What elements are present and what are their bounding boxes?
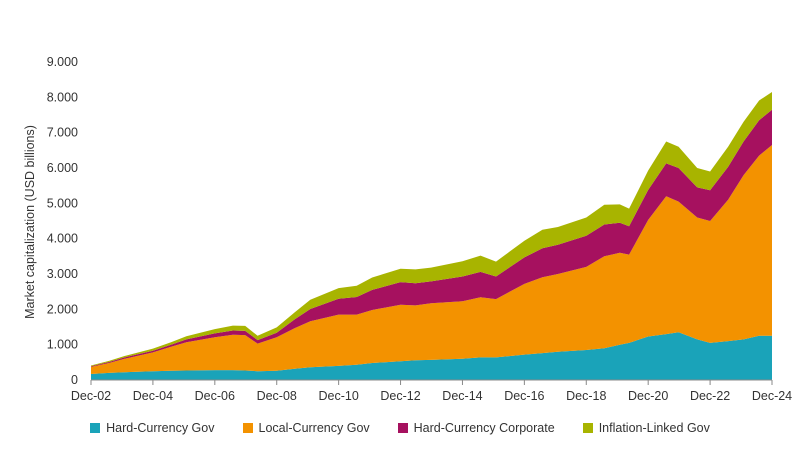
legend-label-hard-currency-corporate: Hard-Currency Corporate: [413, 421, 555, 435]
legend-swatch-local-currency-gov: [242, 423, 253, 433]
legend-swatch-hard-currency-gov: [90, 423, 101, 433]
y-tick-label: 6.000: [47, 161, 78, 175]
y-tick-label: 1.000: [47, 338, 78, 352]
x-tick-label: Dec-22: [690, 389, 730, 403]
legend-label-inflation-linked-gov: Inflation-Linked Gov: [598, 421, 710, 435]
y-tick-label: 8.000: [47, 90, 78, 104]
legend-item-hard-currency-corporate: Hard-Currency Corporate: [397, 421, 555, 435]
legend-item-inflation-linked-gov: Inflation-Linked Gov: [582, 421, 710, 435]
x-tick-label: Dec-12: [380, 389, 420, 403]
legend-label-local-currency-gov: Local-Currency Gov: [258, 421, 370, 435]
x-tick-label: Dec-08: [257, 389, 297, 403]
x-tick-label: Dec-24: [752, 389, 792, 403]
area-layer: [91, 92, 772, 380]
legend-item-local-currency-gov: Local-Currency Gov: [242, 421, 370, 435]
y-tick-label: 7.000: [47, 126, 78, 140]
x-tick-label: Dec-06: [195, 389, 235, 403]
legend-item-hard-currency-gov: Hard-Currency Gov: [90, 421, 215, 435]
y-tick-label: 3.000: [47, 267, 78, 281]
x-tick-label: Dec-02: [71, 389, 111, 403]
x-tick-label: Dec-16: [504, 389, 544, 403]
area-hard-currency-corporate: [91, 109, 772, 367]
y-tick-label: 4.000: [47, 232, 78, 246]
x-tick-label: Dec-20: [628, 389, 668, 403]
legend-swatch-inflation-linked-gov: [582, 423, 593, 433]
y-tick-label: 0: [71, 373, 78, 387]
legend-swatch-hard-currency-corporate: [397, 423, 408, 433]
legend: Hard-Currency Gov Local-Currency Gov Har…: [0, 421, 800, 435]
x-tick-label: Dec-18: [566, 389, 606, 403]
y-tick-label: 9.000: [47, 55, 78, 69]
x-tick-label: Dec-10: [318, 389, 358, 403]
x-tick-label: Dec-04: [133, 389, 173, 403]
y-ticks: 0 1.000 2.000 3.000 4.000 5.000 6.000 7.000 8.00…: [47, 55, 78, 387]
x-tick-label: Dec-14: [442, 389, 482, 403]
area-local-currency-gov: [91, 145, 772, 374]
legend-label-hard-currency-gov: Hard-Currency Gov: [106, 421, 215, 435]
y-axis-label: Market capitalization (USD billions): [23, 125, 37, 319]
y-tick-label: 5.000: [47, 196, 78, 210]
y-tick-label: 2.000: [47, 302, 78, 316]
x-ticks: Dec-02 Dec-04 Dec-06 Dec-08 Dec-10 Dec-12 Dec-…: [71, 380, 792, 403]
area-hard-currency-gov: [91, 332, 772, 380]
